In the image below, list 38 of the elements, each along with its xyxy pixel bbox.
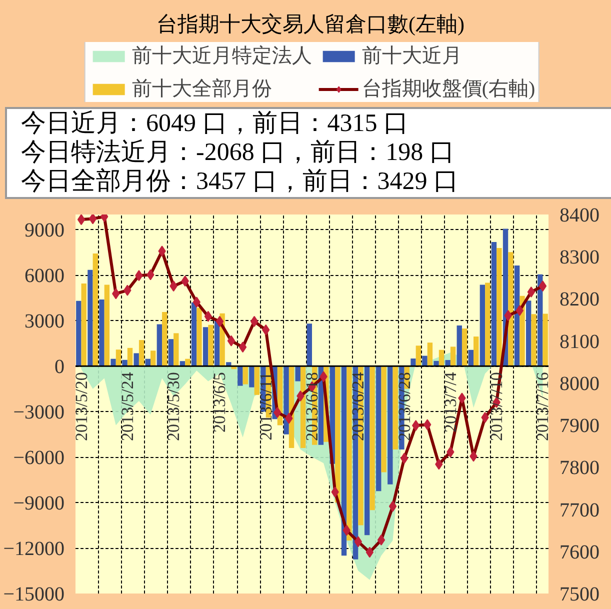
y-tick-label: −9000 [13,492,64,515]
chart-title: 台指期十大交易人留倉口數(左軸) [156,11,464,38]
legend-label: 台指期收盤價(右軸) [362,77,536,102]
y2-tick-label: 7500 [560,584,600,606]
x-tick-label: 2013/6/5 [210,372,230,433]
y2-tick-label: 8000 [560,372,600,395]
y2-tick-label: 7900 [560,415,600,438]
y-tick-label: 3000 [24,310,64,333]
y-tick-label: 9000 [24,220,64,242]
text: 今日近月：6049 口，前日：4315 口 [21,110,408,137]
y-tick-label: 0 [54,356,64,378]
y2-tick-label: 8200 [560,288,600,311]
y-tick-label: −6000 [13,447,64,470]
y2-tick-label: 8100 [560,330,600,353]
y-tick-label: −15000 [3,584,64,606]
x-tick-label: 2013/5/20 [72,372,91,442]
y-tick-label: −12000 [3,538,64,560]
legend-label: 前十大全部月份 [132,77,272,102]
x-tick-label: 2013/5/24 [118,372,137,442]
y2-tick-label: 8400 [560,204,600,226]
legend-label: 前十大近月特定法人 [132,44,312,69]
x-tick-label: 2013/6/18 [302,372,322,442]
legend-label: 前十大近月 [362,44,462,69]
x-tick-label: 2013/6/24 [348,372,368,442]
x-tick-label: 2013/5/30 [164,372,184,442]
text: 今日全部月份：3457 口，前日：3429 口 [21,168,458,195]
y2-tick-label: 7700 [560,499,600,522]
x-tick-label: 2013/6/28 [394,372,414,442]
y-tick-label: 6000 [24,265,64,288]
y2-tick-label: 7800 [560,457,600,480]
x-tick-label: 2013/7/16 [533,372,552,442]
x-tick-label: 2013/7/4 [440,372,460,433]
y2-tick-label: 7600 [560,541,600,564]
y-tick-label: −3000 [13,402,64,424]
y2-tick-label: 8300 [560,246,600,269]
x-tick-label: 2013/6/11 [256,372,276,440]
x-tick-label: 2013/7/10 [487,372,506,442]
text: 今日特法近月：-2068 口，前日：198 口 [21,139,454,166]
